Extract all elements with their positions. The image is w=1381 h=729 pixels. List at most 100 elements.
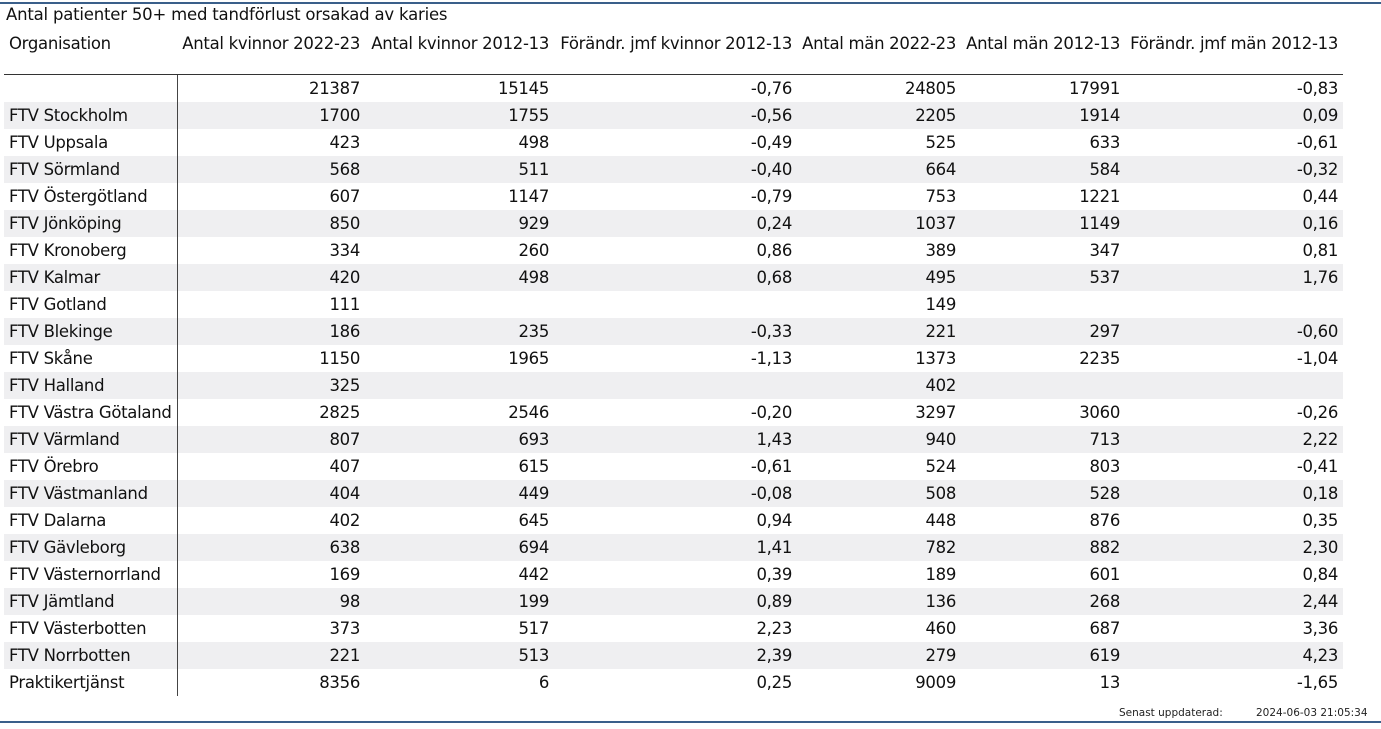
report-title: Antal patienter 50+ med tandförlust orsa…	[6, 5, 448, 24]
table-row: FTV Örebro 407 615 -0,61 524 803 -0,41	[4, 453, 1343, 480]
cell-men-2022-23: 1037	[797, 210, 962, 237]
table-row: FTV Sörmland 568 511 -0,40 664 584 -0,32	[4, 156, 1344, 183]
header-organisation[interactable]: Organisation	[9, 34, 111, 53]
cell-women-2012-13: 449	[365, 480, 555, 507]
cell-men-2012-13: 3060	[1079, 403, 1121, 422]
cell-women-2012-13: 645	[518, 511, 550, 530]
cell-women-change: 2,23	[756, 619, 793, 638]
cell-women-change: 0,86	[756, 241, 793, 260]
cell-women-2012-13: 2546	[508, 403, 550, 422]
cell-men-change: 2,22	[1125, 426, 1344, 453]
cell-women-2022-23: 607	[329, 187, 361, 206]
cell-women-change: -1,13	[750, 349, 793, 368]
cell-women-change: -0,79	[750, 187, 793, 206]
last-updated-label: Senast uppdaterad:	[1119, 707, 1223, 719]
cell-men-2012-13: 347	[1089, 241, 1121, 260]
cell-organisation: FTV Sörmland	[4, 156, 178, 183]
table-row: FTV Västmanland 404 449 -0,08 508 528 0,18	[4, 480, 1344, 507]
cell-women-change: 0,89	[554, 588, 798, 615]
cell-men-change: 0,44	[1302, 187, 1339, 206]
cell-women-2012-13	[365, 291, 554, 318]
cell-women-2022-23: 407	[329, 457, 361, 476]
top-rule	[0, 2, 1381, 4]
table-row: FTV Skåne 1150 1965 -1,13 1373 2235 -1,04	[4, 345, 1343, 372]
cell-women-2012-13: 517	[518, 619, 550, 638]
header-men-2022-23[interactable]: Antal män 2022-23	[802, 34, 957, 53]
cell-organisation: FTV Gävleborg	[4, 534, 178, 561]
table-row: FTV Kronoberg 334 260 0,86 389 347 0,81	[4, 237, 1343, 264]
cell-women-change: 1,43	[554, 426, 798, 453]
cell-men-2012-13: 713	[961, 426, 1126, 453]
cell-men-2022-23: 495	[797, 264, 962, 291]
cell-women-change: 1,41	[554, 534, 798, 561]
cell-men-change: -0,32	[1125, 156, 1344, 183]
cell-women-2022-23: 807	[177, 426, 366, 453]
cell-men-2022-23: 3297	[915, 403, 957, 422]
cell-organisation: FTV Västra Götaland	[4, 399, 178, 426]
cell-organisation	[4, 74, 178, 102]
cell-organisation: FTV Dalarna	[4, 507, 178, 534]
cell-men-2012-13: 297	[961, 318, 1126, 345]
header-women-2022-23[interactable]: Antal kvinnor 2022-23	[182, 34, 361, 53]
cell-men-change: -0,41	[1296, 457, 1339, 476]
cell-organisation: FTV Västerbotten	[4, 615, 178, 642]
table-row: FTV Gävleborg 638 694 1,41 782 882 2,30	[4, 534, 1344, 561]
cell-women-2022-23: 186	[177, 318, 366, 345]
table-row: FTV Västernorrland 169 442 0,39 189 601 0,84	[4, 561, 1343, 588]
header-women-change[interactable]: Förändr. jmf kvinnor 2012-13	[560, 34, 793, 53]
cell-men-2022-23: 24805	[905, 79, 957, 98]
cell-organisation: FTV Jönköping	[4, 210, 178, 237]
cell-men-2022-23: 136	[797, 588, 962, 615]
cell-men-change: 2,30	[1125, 534, 1344, 561]
cell-women-2022-23: 8356	[319, 673, 361, 692]
cell-women-2022-23: 21387	[309, 79, 361, 98]
cell-women-change: -0,76	[750, 79, 793, 98]
cell-women-2022-23: 334	[329, 241, 361, 260]
header-men-2012-13[interactable]: Antal män 2012-13	[966, 34, 1121, 53]
table-row: 21387 15145 -0,76 24805 17991 -0,83	[4, 74, 1343, 102]
cell-women-change: 0,25	[756, 673, 793, 692]
cell-men-2022-23: 664	[797, 156, 962, 183]
cell-women-change: -0,56	[554, 102, 798, 129]
cell-men-2012-13: 1914	[961, 102, 1126, 129]
table-body: 21387 15145 -0,76 24805 17991 -0,83 FTV Stockh…	[4, 74, 1344, 696]
header-men-change[interactable]: Förändr. jmf män 2012-13	[1130, 34, 1339, 53]
cell-organisation: FTV Östergötland	[4, 183, 178, 210]
cell-men-2012-13: 268	[961, 588, 1126, 615]
table-row: FTV Norrbotten 221 513 2,39 279 619 4,23	[4, 642, 1344, 669]
cell-women-2012-13: 498	[365, 264, 555, 291]
cell-men-2012-13: 619	[961, 642, 1126, 669]
table-row: FTV Jämtland 98 199 0,89 136 268 2,44	[4, 588, 1344, 615]
cell-women-2012-13: 694	[365, 534, 555, 561]
table-row: FTV Stockholm 1700 1755 -0,56 2205 1914 0,09	[4, 102, 1344, 129]
cell-women-change	[554, 372, 798, 399]
cell-women-2022-23: 1700	[177, 102, 366, 129]
header-women-2012-13[interactable]: Antal kvinnor 2012-13	[371, 34, 550, 53]
cell-men-2012-13: 876	[1089, 511, 1121, 530]
cell-men-change: -1,65	[1296, 673, 1339, 692]
cell-men-2022-23: 782	[797, 534, 962, 561]
cell-organisation: FTV Kalmar	[4, 264, 178, 291]
cell-women-2012-13: 511	[365, 156, 555, 183]
cell-organisation: FTV Halland	[4, 372, 178, 399]
cell-women-2012-13: 1147	[508, 187, 550, 206]
cell-women-change: -0,40	[554, 156, 798, 183]
cell-women-change: 0,94	[756, 511, 793, 530]
cell-men-change: -0,83	[1296, 79, 1339, 98]
cell-women-2012-13: 498	[518, 133, 550, 152]
cell-men-change: 0,81	[1302, 241, 1339, 260]
cell-men-2012-13: 537	[961, 264, 1126, 291]
cell-men-2012-13: 2235	[1079, 349, 1121, 368]
cell-men-change: -1,04	[1296, 349, 1339, 368]
cell-women-2022-23: 850	[177, 210, 366, 237]
cell-organisation: FTV Gotland	[4, 291, 178, 318]
cell-women-2022-23: 98	[177, 588, 366, 615]
cell-women-2012-13: 615	[518, 457, 550, 476]
cell-women-2012-13: 235	[365, 318, 555, 345]
cell-men-2012-13: 17991	[1069, 79, 1121, 98]
cell-men-2022-23: 279	[797, 642, 962, 669]
table-row: FTV Värmland 807 693 1,43 940 713 2,22	[4, 426, 1344, 453]
cell-men-change: 0,09	[1125, 102, 1344, 129]
bottom-rule	[0, 721, 1381, 723]
cell-women-2012-13: 199	[365, 588, 555, 615]
